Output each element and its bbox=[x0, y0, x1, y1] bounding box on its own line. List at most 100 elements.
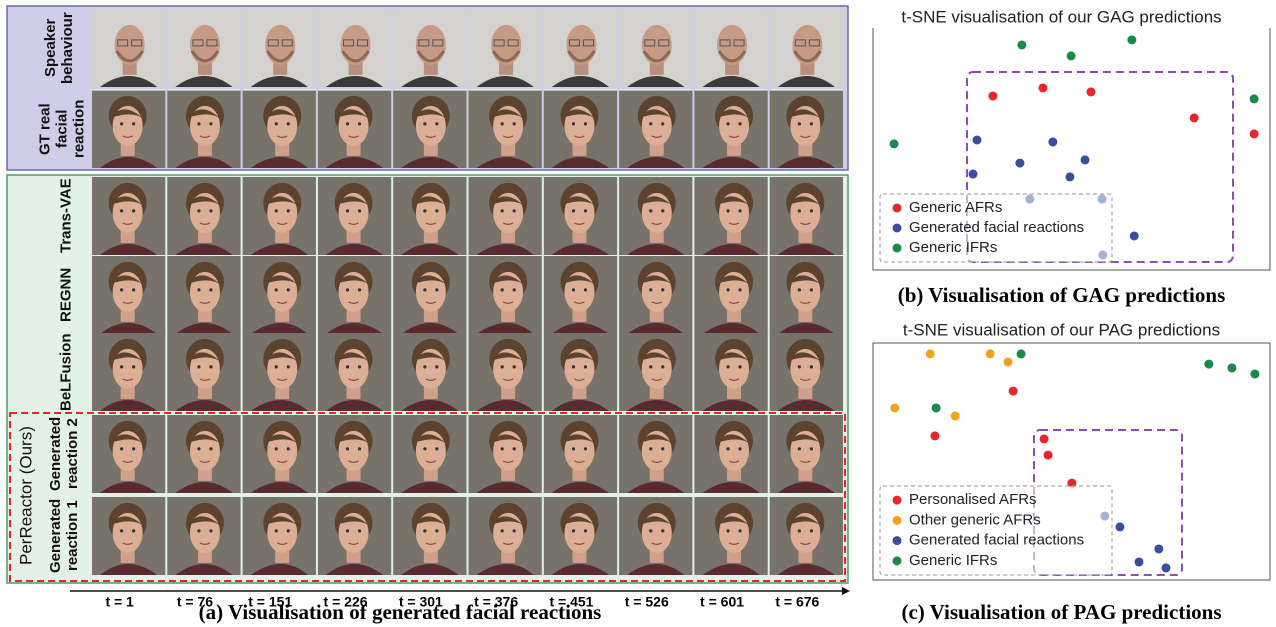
face-frame bbox=[619, 9, 692, 87]
scatter-point bbox=[1003, 357, 1012, 366]
group-label: PerReactor (Ours) bbox=[12, 415, 40, 577]
face-frame bbox=[393, 90, 466, 168]
eye bbox=[501, 288, 504, 291]
face-frame bbox=[770, 333, 843, 411]
face-frame bbox=[167, 415, 240, 493]
eye bbox=[572, 529, 575, 532]
eye bbox=[810, 365, 813, 368]
face-frame bbox=[770, 497, 843, 575]
eye bbox=[738, 529, 741, 532]
eye bbox=[197, 288, 200, 291]
row-label: Generated reaction 2 bbox=[40, 415, 88, 493]
face-frame bbox=[393, 9, 466, 87]
eye bbox=[513, 288, 516, 291]
eye bbox=[197, 447, 200, 450]
eye bbox=[358, 529, 361, 532]
row-label: REGNN bbox=[44, 256, 88, 334]
eye bbox=[798, 447, 801, 450]
eye bbox=[584, 447, 587, 450]
scatter-point bbox=[986, 349, 995, 358]
eye bbox=[346, 365, 349, 368]
face-frame bbox=[770, 256, 843, 334]
face-frame bbox=[92, 177, 165, 255]
face bbox=[717, 25, 747, 65]
eye bbox=[423, 122, 426, 125]
face-frame bbox=[243, 415, 316, 493]
scatter-point bbox=[1161, 563, 1170, 572]
face bbox=[491, 25, 521, 65]
eye bbox=[649, 447, 652, 450]
scatter-point bbox=[1017, 40, 1026, 49]
scatter-point bbox=[1250, 94, 1259, 103]
eye bbox=[423, 365, 426, 368]
scatter-point bbox=[988, 92, 997, 101]
eye bbox=[584, 288, 587, 291]
time-label: t = 601 bbox=[700, 594, 744, 610]
eye bbox=[661, 122, 664, 125]
eye bbox=[197, 365, 200, 368]
figure-canvas: (a) Visualisation of generated facial re… bbox=[0, 0, 1276, 627]
eye bbox=[738, 365, 741, 368]
face-frame bbox=[694, 177, 767, 255]
face-frame bbox=[544, 497, 617, 575]
face-frame bbox=[167, 333, 240, 411]
eye bbox=[358, 209, 361, 212]
face bbox=[792, 25, 822, 65]
eye bbox=[346, 447, 349, 450]
legend-label: Generated facial reactions bbox=[909, 532, 1084, 549]
eye bbox=[120, 529, 123, 532]
face-frame bbox=[318, 256, 391, 334]
scatter-point bbox=[969, 170, 978, 179]
eye bbox=[810, 288, 813, 291]
time-label: t = 676 bbox=[775, 594, 819, 610]
eye bbox=[584, 122, 587, 125]
eye bbox=[798, 122, 801, 125]
face-frame bbox=[619, 90, 692, 168]
scatter-point bbox=[1015, 159, 1024, 168]
face bbox=[341, 25, 371, 65]
eye bbox=[275, 122, 278, 125]
eye bbox=[423, 288, 426, 291]
legend-label: Generated facial reactions bbox=[909, 219, 1084, 236]
eye bbox=[132, 529, 135, 532]
face-frame bbox=[469, 415, 542, 493]
face-frame bbox=[243, 177, 316, 255]
eye bbox=[738, 122, 741, 125]
face-frame bbox=[318, 9, 391, 87]
eye bbox=[501, 209, 504, 212]
eye bbox=[287, 365, 290, 368]
eye bbox=[726, 288, 729, 291]
eye bbox=[423, 447, 426, 450]
eye bbox=[120, 209, 123, 212]
row-label: GT real facial reaction bbox=[36, 90, 88, 168]
eye bbox=[346, 529, 349, 532]
face-frame bbox=[694, 256, 767, 334]
face-frame bbox=[167, 497, 240, 575]
eye bbox=[501, 447, 504, 450]
face-frame bbox=[92, 256, 165, 334]
scatter-point bbox=[973, 135, 982, 144]
eye bbox=[810, 529, 813, 532]
eye bbox=[810, 209, 813, 212]
eye bbox=[358, 122, 361, 125]
eye bbox=[513, 447, 516, 450]
face-frame bbox=[469, 333, 542, 411]
scatter-point bbox=[1250, 370, 1259, 379]
face-frame bbox=[393, 497, 466, 575]
face-frame bbox=[393, 415, 466, 493]
face-frame bbox=[243, 90, 316, 168]
eye bbox=[435, 209, 438, 212]
face-frame bbox=[469, 497, 542, 575]
face-frame bbox=[243, 9, 316, 87]
scatter-point bbox=[932, 403, 941, 412]
face-frame bbox=[318, 177, 391, 255]
face-frame bbox=[167, 177, 240, 255]
face-frame bbox=[694, 497, 767, 575]
eye bbox=[661, 365, 664, 368]
time-label: t = 151 bbox=[248, 594, 292, 610]
chart-caption: (c) Visualisation of PAG predictions bbox=[901, 600, 1221, 624]
scatter-point bbox=[1017, 349, 1026, 358]
scatter-point bbox=[1080, 155, 1089, 164]
eye bbox=[209, 447, 212, 450]
face bbox=[416, 25, 446, 65]
